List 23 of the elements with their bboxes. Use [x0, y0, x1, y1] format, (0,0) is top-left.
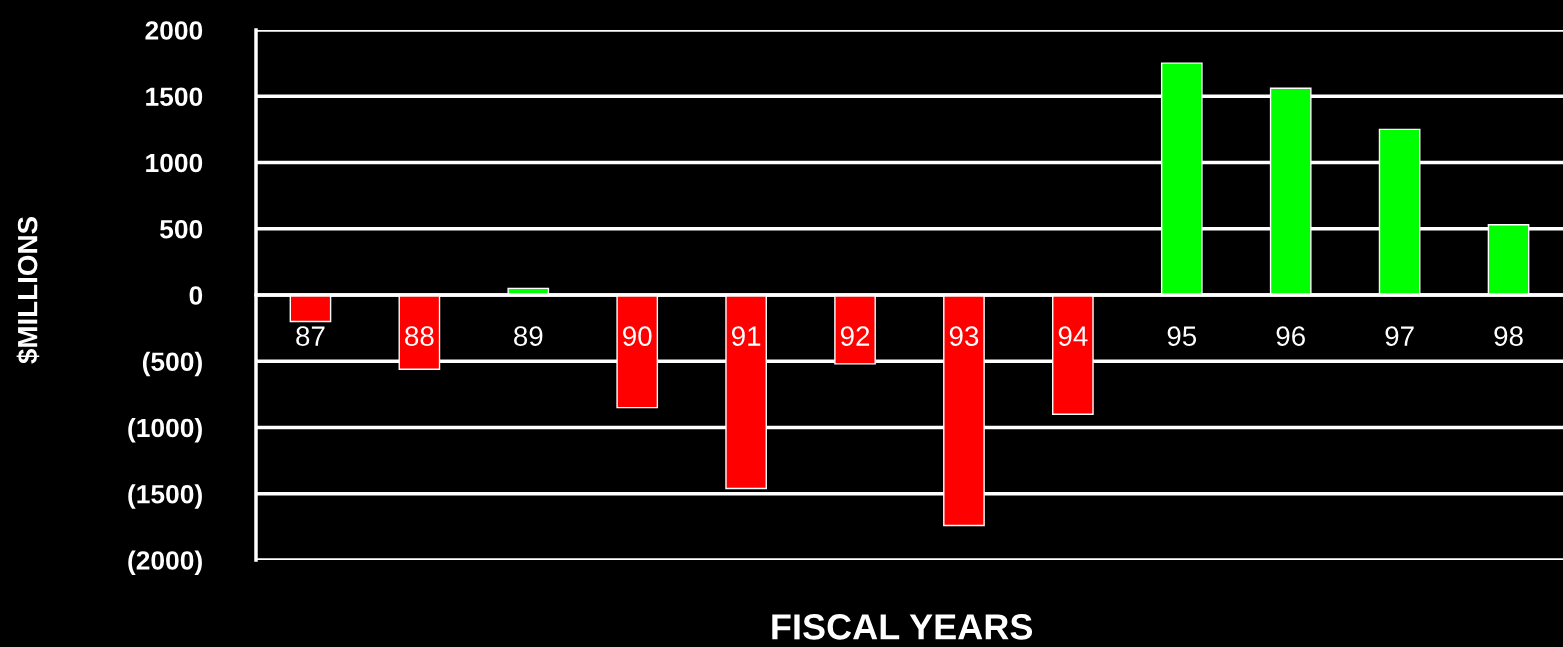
y-tick-label: (1500) [128, 484, 202, 509]
y-tick-label: 2000 [145, 21, 203, 40]
x-tick-label: 96 [1276, 326, 1305, 346]
x-axis-title: FISCAL YEARS [772, 614, 1033, 640]
x-tick-label: 88 [405, 326, 434, 346]
y-tick-label: 0 [189, 286, 203, 305]
y-tick-label: 1000 [146, 153, 203, 173]
x-tick-label: 92 [840, 326, 870, 346]
x-tick-label: 89 [514, 326, 543, 346]
y-tick-label: 1500 [146, 87, 203, 107]
x-tick-label: 91 [731, 326, 761, 346]
x-tick-label: 98 [1494, 326, 1523, 346]
y-tick-label: (2000) [128, 550, 202, 576]
x-tick-label: 97 [1385, 326, 1414, 346]
x-tick-label: 94 [1058, 326, 1088, 346]
x-tick-label: 93 [949, 326, 979, 346]
y-axis-title: $MILLIONS [16, 217, 40, 364]
y-tick-label: (1000) [128, 417, 202, 443]
x-tick-label: 95 [1167, 326, 1197, 346]
x-tick-label: 87 [296, 326, 325, 346]
y-tick-label: 500 [160, 219, 203, 239]
x-tick-label: 90 [623, 326, 652, 346]
y-tick-label: (500) [142, 351, 202, 377]
